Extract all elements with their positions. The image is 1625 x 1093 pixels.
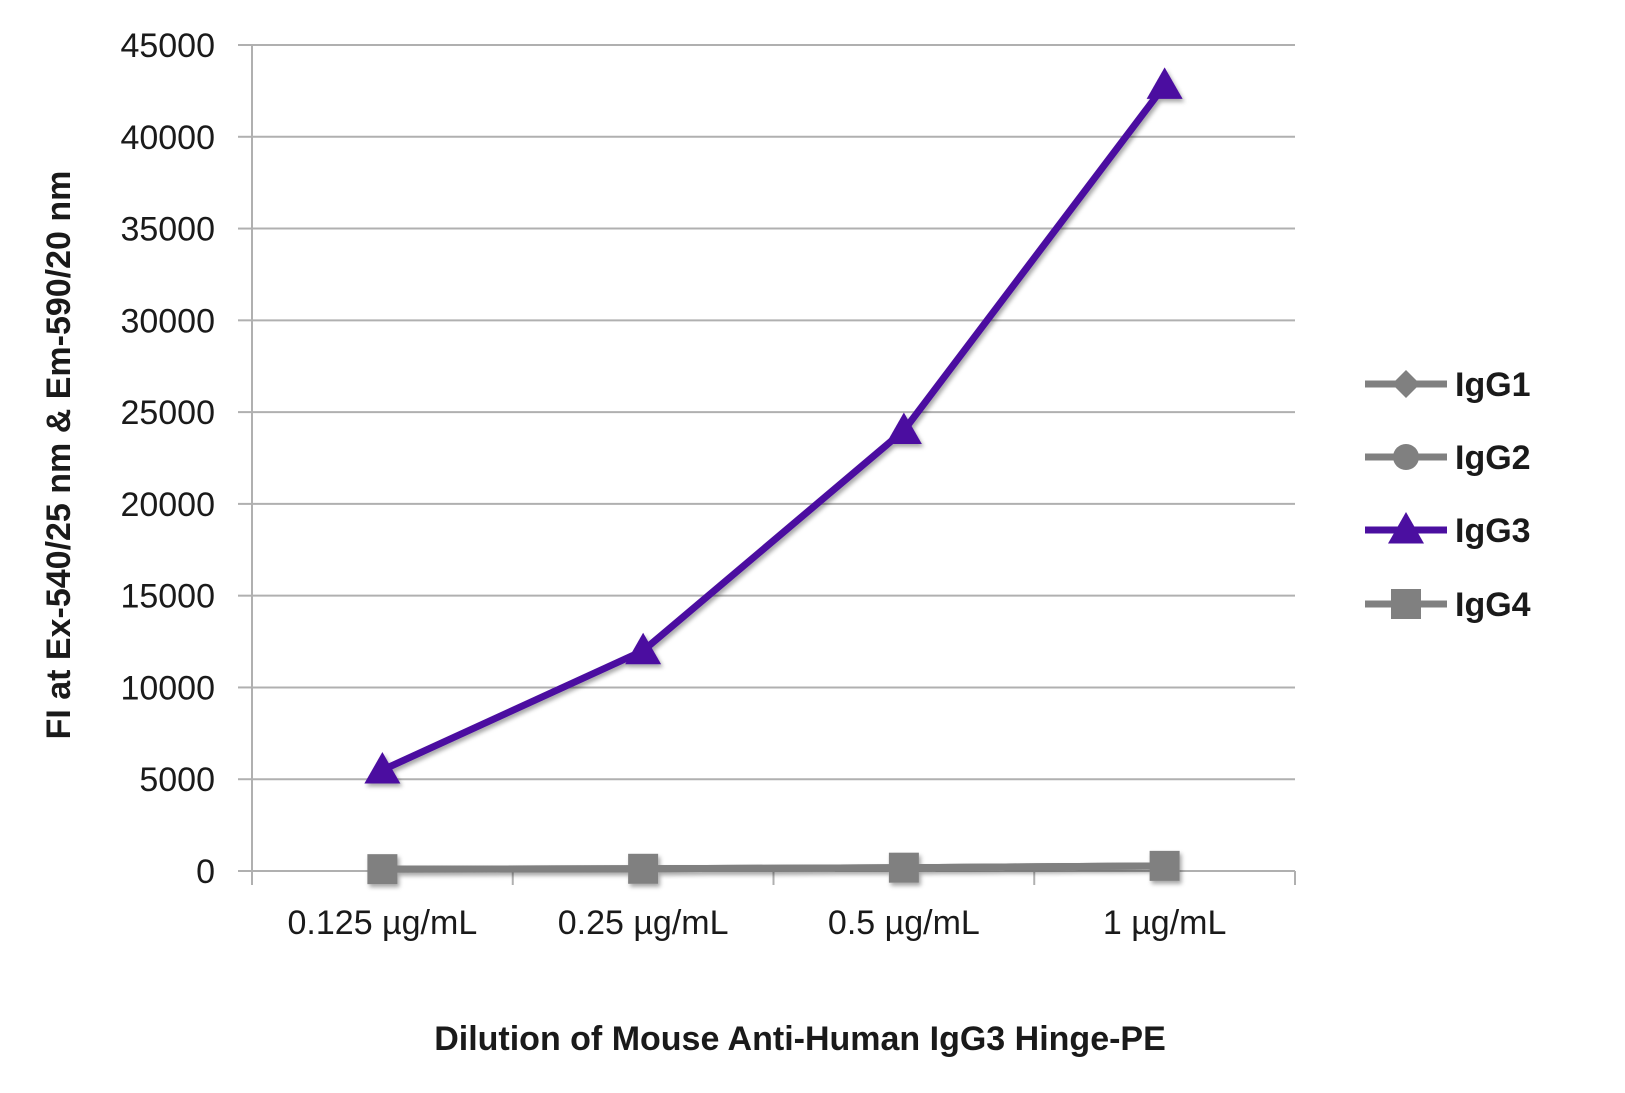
y-axis-title: FI at Ex-540/25 nm & Em-590/20 nm xyxy=(40,171,78,740)
legend-item-igg4: IgG4 xyxy=(1365,586,1531,624)
y-tick-label: 0 xyxy=(196,853,215,891)
data-point-igg4 xyxy=(888,852,919,883)
x-tick-label: 0.5 µg/mL xyxy=(828,904,980,942)
legend-item-igg3: IgG3 xyxy=(1365,512,1531,550)
data-point-igg3 xyxy=(625,632,662,665)
legend-item-igg1: IgG1 xyxy=(1365,366,1531,404)
x-tick-label: 1 µg/mL xyxy=(1103,904,1227,942)
legend-label: IgG3 xyxy=(1455,512,1531,550)
series-line-igg3 xyxy=(380,83,1168,774)
legend-marker xyxy=(1388,512,1424,544)
data-point-igg3 xyxy=(364,752,401,784)
legend: IgG1 IgG2 IgG3 IgG4 xyxy=(1365,366,1531,624)
gridlines xyxy=(252,44,1295,781)
data-point-igg3 xyxy=(1146,67,1183,99)
x-axis-tick-labels: 0.125 µg/mL 0.25 µg/mL 0.5 µg/mL 1 µg/mL xyxy=(288,904,1227,942)
y-tick-label: 35000 xyxy=(120,211,215,249)
y-tick-label: 45000 xyxy=(120,27,215,65)
legend-marker xyxy=(1391,589,1421,619)
legend-marker xyxy=(1392,370,1420,398)
data-point-igg4 xyxy=(1149,850,1180,881)
data-point-igg4 xyxy=(367,854,398,885)
y-tick-label: 40000 xyxy=(120,119,215,157)
legend-marker xyxy=(1393,444,1419,470)
data-point-igg4 xyxy=(628,853,659,884)
series-igg3 xyxy=(364,67,1183,784)
x-tick-label: 0.25 µg/mL xyxy=(558,904,729,942)
series-igg4 xyxy=(367,850,1180,885)
series-line-igg4 xyxy=(382,862,1165,873)
y-tick-label: 20000 xyxy=(120,486,215,524)
legend-item-igg2: IgG2 xyxy=(1365,439,1531,477)
series-layer xyxy=(364,67,1183,885)
y-tick-label: 25000 xyxy=(120,394,215,432)
x-tick-label: 0.125 µg/mL xyxy=(288,904,478,942)
y-tick-label: 10000 xyxy=(120,669,215,707)
axes xyxy=(238,44,1296,885)
legend-label: IgG4 xyxy=(1455,586,1531,624)
data-point-igg3 xyxy=(885,412,922,444)
y-tick-label: 5000 xyxy=(139,761,215,799)
x-axis-title: Dilution of Mouse Anti-Human IgG3 Hinge-… xyxy=(434,1020,1166,1058)
y-tick-label: 15000 xyxy=(120,578,215,616)
y-axis-tick-labels: 0 5000 10000 15000 20000 25000 30000 35000 40000… xyxy=(120,27,215,891)
legend-label: IgG1 xyxy=(1455,366,1531,404)
y-tick-label: 30000 xyxy=(120,302,215,340)
legend-label: IgG2 xyxy=(1455,439,1531,477)
